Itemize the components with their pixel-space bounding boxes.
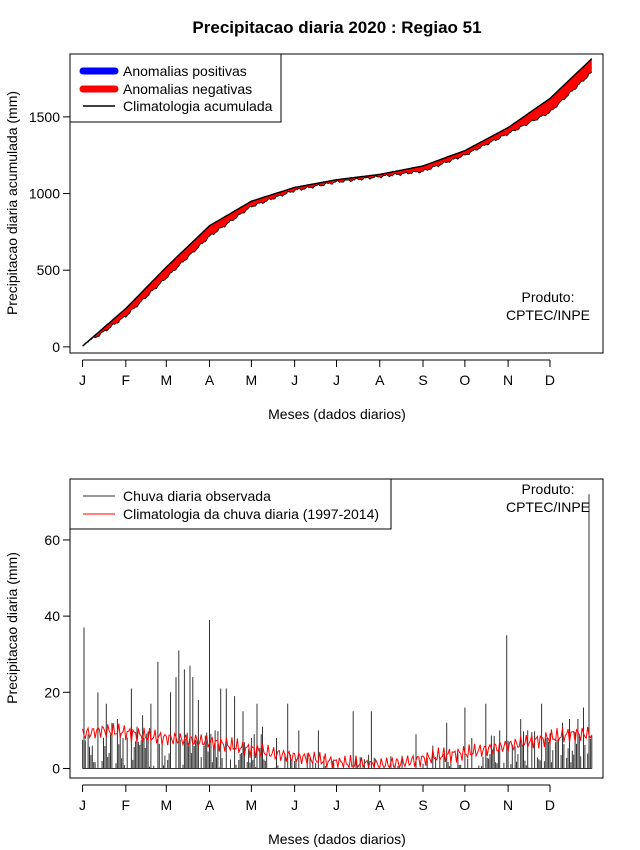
x-tick-label: D: [545, 372, 555, 388]
x-tick-label: O: [459, 372, 470, 388]
y-tick-label: 0: [52, 760, 60, 776]
daily-bars: [82, 494, 593, 769]
cumulative-precipitation-chart: 0 500 1000 1500 J F M A M J J A S O N D Precipitacao d…: [4, 53, 604, 422]
x-tick-label: J: [333, 372, 340, 388]
x-tick-label: J: [79, 372, 86, 388]
daily-precipitation-chart: 0 20 40 60 J F M A M J J A S O N D Precipitacao diaria…: [4, 478, 604, 847]
legend-label-climatology: Climatologia acumulada: [123, 98, 273, 114]
y-axis-label: Precipitacao diaria acumulada (mm): [4, 91, 20, 315]
x-tick-label: A: [375, 797, 385, 813]
x-tick-label: J: [291, 797, 298, 813]
x-tick-label: J: [333, 797, 340, 813]
chart-title: Precipitacao diaria 2020 : Regiao 51: [192, 18, 481, 37]
x-tick-label: J: [79, 797, 86, 813]
x-tick-label: A: [205, 372, 215, 388]
legend-label-positive: Anomalias positivas: [123, 63, 247, 79]
daily-climatology-line: [82, 723, 593, 770]
daily-climatology-line: [82, 723, 593, 770]
legend: Anomalias positivas Anomalias negativas …: [69, 53, 282, 123]
cumulative-lines: [82, 58, 593, 347]
x-tick-label: M: [160, 372, 172, 388]
x-tick-label: O: [459, 797, 470, 813]
x-tick-label: S: [418, 797, 427, 813]
x-axis-label: Meses (dados diarios): [268, 406, 406, 422]
x-tick-label: D: [545, 797, 555, 813]
y-axis: 0 20 40 60: [44, 532, 70, 776]
legend-label-negative: Anomalias negativas: [123, 81, 252, 97]
x-tick-label: F: [122, 797, 131, 813]
legend-label-observed: Chuva diaria observada: [123, 488, 271, 504]
y-tick-label: 0: [52, 339, 60, 355]
y-axis-label: Precipitacao diaria (mm): [4, 552, 20, 704]
credit-text-line1: Produto:: [522, 481, 575, 497]
y-tick-label: 20: [44, 684, 60, 700]
legend: Chuva diaria observada Climatologia da c…: [69, 478, 392, 530]
x-tick-label: M: [160, 797, 172, 813]
x-tick-label: N: [503, 372, 513, 388]
y-axis: 0 500 1000 1500: [29, 109, 70, 355]
x-axis-label: Meses (dados diarios): [268, 831, 406, 847]
credit-text-line2: CPTEC/INPE: [506, 307, 590, 323]
x-tick-label: M: [246, 372, 258, 388]
legend-box: [69, 478, 392, 530]
y-tick-label: 1500: [29, 109, 60, 125]
x-tick-label: A: [375, 372, 385, 388]
observed-cumulative-line: [82, 71, 593, 347]
legend-label-climatology: Climatologia da chuva diaria (1997-2014): [123, 506, 379, 522]
y-tick-label: 60: [44, 532, 60, 548]
x-tick-label: J: [291, 372, 298, 388]
credit-text-line2: CPTEC/INPE: [506, 499, 590, 515]
y-tick-label: 1000: [29, 186, 60, 202]
plot-frame: [69, 53, 604, 354]
climatology-cumulative-line: [82, 58, 593, 347]
x-tick-label: A: [205, 797, 215, 813]
y-tick-label: 40: [44, 608, 60, 624]
x-tick-label: N: [503, 797, 513, 813]
credit-text-line1: Produto:: [522, 289, 575, 305]
x-tick-label: M: [246, 797, 258, 813]
x-tick-label: F: [122, 372, 131, 388]
x-tick-label: S: [418, 372, 427, 388]
y-tick-label: 500: [37, 262, 61, 278]
